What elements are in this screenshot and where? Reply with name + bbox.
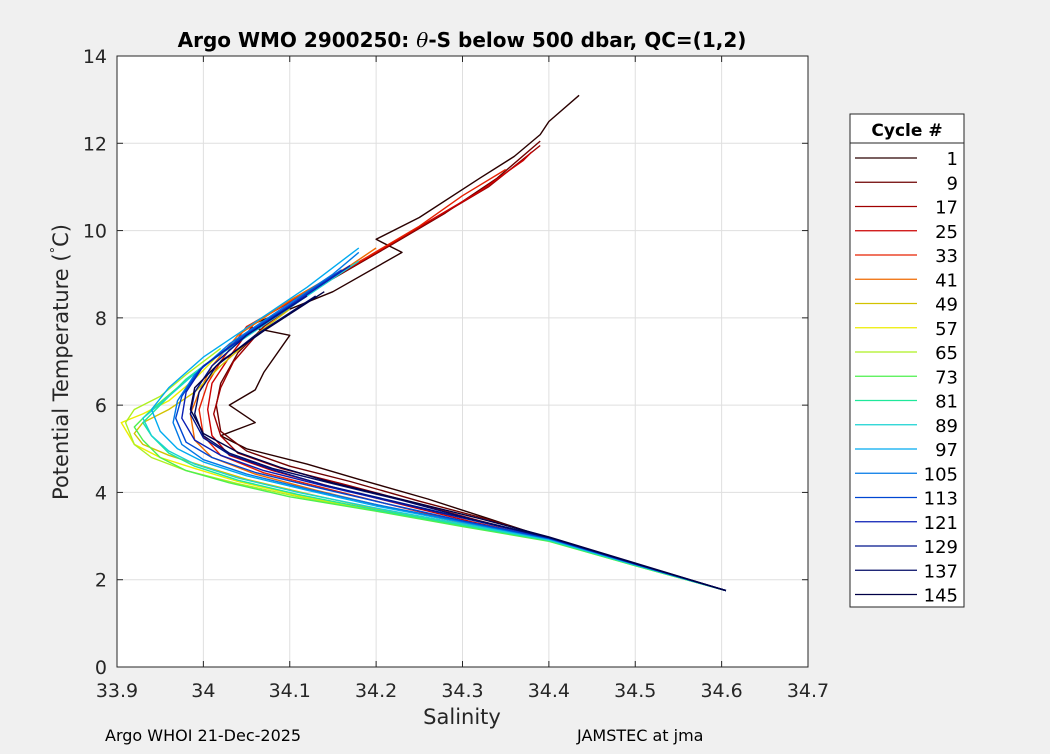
series-line-cycle-145 — [189, 291, 727, 592]
legend-label: 121 — [924, 513, 958, 534]
series-line-cycle-137 — [194, 295, 727, 592]
x-tick-label: 34 — [191, 680, 215, 702]
legend-label: 129 — [924, 537, 958, 558]
legend-label: 145 — [924, 586, 958, 607]
legend-label: 89 — [935, 416, 958, 437]
legend-label: 57 — [935, 319, 958, 340]
y-tick-label: 10 — [83, 221, 107, 243]
y-tick-label: 0 — [95, 657, 107, 679]
y-axis-label-unit: C) — [49, 224, 73, 247]
legend-label: 17 — [935, 198, 958, 219]
chart-title-prefix: Argo WMO 2900250: — [178, 28, 417, 52]
chart-title-suffix: -S below 500 dbar, QC=(1,2) — [428, 28, 746, 52]
legend-label: 41 — [935, 270, 958, 291]
legend-label: 49 — [935, 295, 958, 316]
chart-title-theta: θ — [416, 28, 428, 52]
legend-label: 105 — [924, 464, 958, 485]
axis-ticks: 33.9 34 34.1 34.2 34.3 34.4 34.5 34.6 34.7 0 2 4 6 8 1… — [83, 46, 829, 702]
legend-entries: 1 9 17 25 33 41 49 57 65 73 81 89 97 105 113 121 129 137 1… — [855, 149, 958, 607]
x-tick-label: 34.7 — [787, 680, 829, 702]
legend-box — [849, 113, 965, 608]
series-line-cycle-1 — [220, 94, 727, 592]
x-tick-label: 33.9 — [96, 680, 138, 702]
y-tick-label: 2 — [95, 570, 107, 592]
legend-label: 97 — [935, 440, 958, 461]
chart-title: Argo WMO 2900250: θ-S below 500 dbar, QC… — [178, 28, 747, 52]
legend-label: 73 — [935, 367, 958, 388]
x-tick-label: 34.3 — [441, 680, 483, 702]
legend-label: 137 — [924, 561, 958, 582]
legend-label: 113 — [924, 489, 958, 510]
y-tick-label: 8 — [95, 308, 107, 330]
y-tick-label: 12 — [83, 133, 107, 155]
legend-label: 81 — [935, 392, 958, 413]
y-axis-label-main: Potential Temperature ( — [49, 253, 73, 500]
y-tick-label: 4 — [95, 482, 107, 504]
footer-left: Argo WHOI 21-Dec-2025 — [105, 726, 301, 745]
legend-title: Cycle # — [871, 121, 942, 141]
x-tick-label: 34.2 — [355, 680, 397, 702]
series-line-cycle-73 — [133, 334, 727, 592]
y-axis-label-degree: ° — [49, 247, 64, 254]
series-line-cycle-25 — [207, 151, 727, 592]
y-tick-label: 14 — [83, 46, 107, 68]
grid — [117, 56, 808, 667]
legend: Cycle # 1 9 17 25 33 41 49 57 65 73 81 89 97 105 113 12… — [849, 113, 965, 608]
legend-label: 9 — [947, 173, 958, 194]
x-tick-label: 34.1 — [269, 680, 311, 702]
legend-label: 25 — [935, 222, 958, 243]
series-lines — [120, 94, 727, 592]
x-tick-label: 34.5 — [614, 680, 656, 702]
x-axis-label: Salinity — [423, 705, 501, 729]
legend-label: 1 — [947, 149, 958, 170]
legend-label: 65 — [935, 343, 958, 364]
x-tick-label: 34.4 — [528, 680, 570, 702]
y-axis-label: Potential Temperature (°C) — [49, 224, 73, 500]
footer-right: JAMSTEC at jma — [576, 726, 703, 745]
y-tick-label: 6 — [95, 395, 107, 417]
x-tick-label: 34.6 — [700, 680, 742, 702]
legend-label: 33 — [935, 246, 958, 267]
